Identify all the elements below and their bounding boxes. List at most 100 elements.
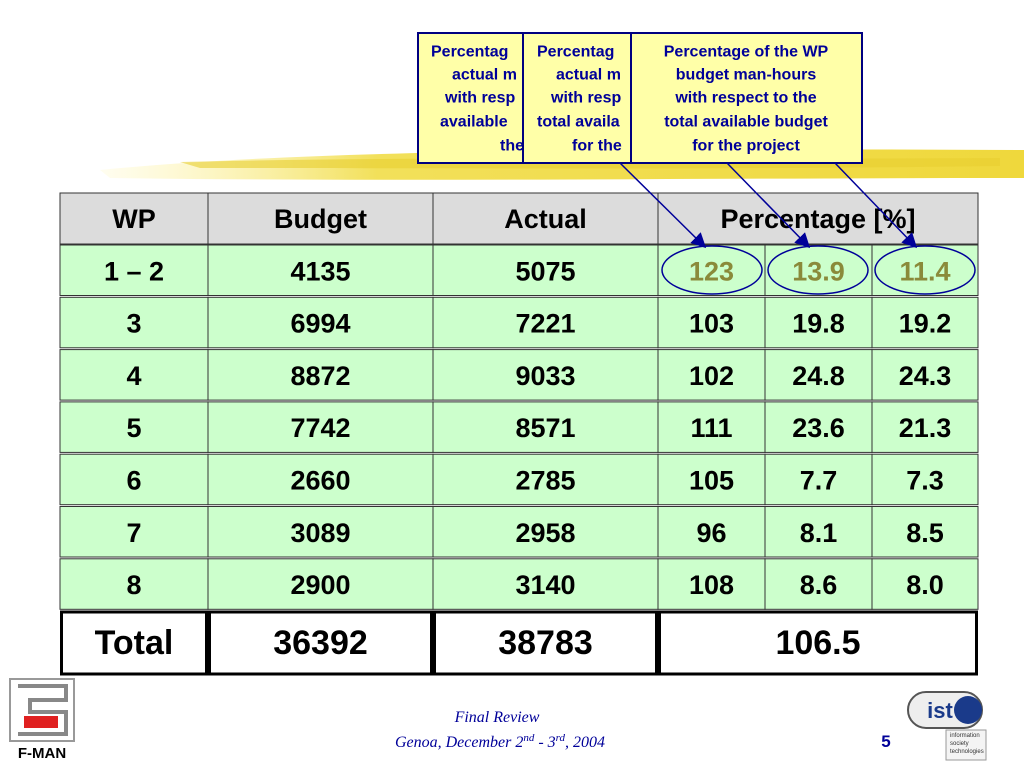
cell-bg	[432, 558, 659, 610]
highlight-ellipse	[767, 245, 869, 295]
callout-text: for the	[572, 138, 622, 155]
callout-text: available	[440, 114, 508, 131]
footer-date: Genoa, December 2nd - 3rd, 2004	[395, 732, 605, 751]
table-cell: 8.1	[800, 518, 838, 548]
table-cell: 6	[126, 465, 141, 495]
table-cell: 7.7	[800, 465, 838, 495]
cell-bg	[432, 296, 659, 349]
callouts: Percentag actual m with resp available the Pe…	[417, 32, 863, 164]
logo-caption: information	[950, 733, 980, 739]
table-cell: 1 – 2	[104, 256, 164, 286]
cell-bg	[59, 453, 209, 506]
table-cell: 8.5	[906, 518, 944, 548]
header-cell: Budget	[274, 204, 367, 234]
cell-bg	[871, 506, 979, 558]
total-cell: 38783	[498, 624, 593, 662]
table-cell: 7221	[515, 309, 575, 339]
cell-bg	[764, 558, 873, 610]
callout-text: Percentag	[537, 44, 614, 61]
cell-bg	[764, 349, 873, 401]
date-part: Genoa, December 2	[395, 734, 523, 751]
callout-text: with respect to the	[674, 90, 816, 107]
table-cell: 6994	[290, 309, 350, 339]
cell-bg	[207, 244, 434, 296]
table-cell: 8571	[515, 413, 575, 443]
cell-bg	[59, 244, 209, 296]
table-cell: 19.8	[792, 309, 845, 339]
table-cell: 7.3	[906, 465, 944, 495]
table-cell: 2900	[290, 570, 350, 600]
cell-bg	[657, 349, 766, 401]
cell-bg	[657, 453, 766, 506]
table-cell: 8.0	[906, 570, 944, 600]
table: WP Budget Actual Percentage [%] 1 – 2 4135 507…	[59, 192, 979, 676]
callout-text: budget man-hours	[676, 67, 817, 84]
logo-caption: society	[950, 741, 969, 747]
callout-text: with resp	[444, 90, 515, 107]
header-cell: WP	[112, 204, 156, 234]
callout-text: total availa	[537, 114, 620, 131]
table-cell: 7	[126, 518, 141, 548]
total-cell-bg	[433, 610, 658, 676]
callout-text: Percentage of the WP	[664, 44, 829, 61]
cell-bg	[432, 349, 659, 401]
total-cell: 106.5	[775, 624, 860, 662]
header-cell: Percentage [%]	[720, 204, 915, 234]
table-cell: 23.6	[792, 413, 845, 443]
cell-bg	[207, 453, 434, 506]
table-cell: 2660	[290, 465, 350, 495]
total-cell-bg	[208, 610, 433, 676]
table-cell: 96	[696, 518, 726, 548]
cell-bg	[764, 506, 873, 558]
date-sup: rd	[556, 732, 566, 744]
logo-shape	[18, 684, 68, 736]
logo-frame	[9, 678, 75, 742]
table-cell: 8	[126, 570, 141, 600]
header-bg	[59, 192, 979, 245]
cell-bg	[59, 296, 209, 349]
table-cell: 13.9	[792, 256, 845, 286]
logo-text: ist	[927, 698, 953, 723]
table-cell: 111	[690, 413, 732, 443]
date-part: - 3	[534, 734, 555, 751]
date-sup: nd	[523, 732, 535, 744]
cell-bg	[657, 506, 766, 558]
cell-bg	[657, 558, 766, 610]
fman-logo: F-MAN	[9, 678, 75, 762]
cell-bg	[59, 349, 209, 401]
table-cell: 9033	[515, 361, 575, 391]
table-cell: 24.8	[792, 361, 845, 391]
table-cell: 3	[126, 309, 141, 339]
cell-bg	[432, 401, 659, 453]
total-cell-bg	[60, 610, 208, 676]
annotations	[619, 162, 976, 295]
total-cell: Total	[95, 624, 174, 662]
table-cell: 3140	[515, 570, 575, 600]
highlight-ellipse	[874, 245, 976, 295]
cell-bg	[59, 506, 209, 558]
cell-bg	[432, 506, 659, 558]
cell-bg	[871, 558, 979, 610]
callout-text: actual m	[556, 67, 621, 84]
logo-text: F-MAN	[18, 745, 66, 762]
logo-shape	[24, 716, 58, 728]
total-cell-bg	[658, 610, 978, 676]
ist-logo: ist information society technologies	[907, 691, 987, 761]
table-cell: 5075	[515, 256, 575, 286]
table-cell: 3089	[290, 518, 350, 548]
total-cell: 36392	[273, 624, 368, 662]
callout-text: with resp	[550, 90, 621, 107]
table-cell: 24.3	[899, 361, 952, 391]
cell-bg	[657, 401, 766, 453]
logo-caption: technologies	[950, 749, 984, 755]
table-cell: 102	[689, 361, 734, 391]
date-part: , 2004	[565, 734, 605, 751]
callout-text: Percentag	[431, 44, 508, 61]
header-cell: Actual	[504, 204, 587, 234]
table-cell: 123	[689, 256, 734, 286]
footer-title: Final Review	[454, 709, 540, 726]
table-cell: 2785	[515, 465, 575, 495]
cell-bg	[207, 296, 434, 349]
